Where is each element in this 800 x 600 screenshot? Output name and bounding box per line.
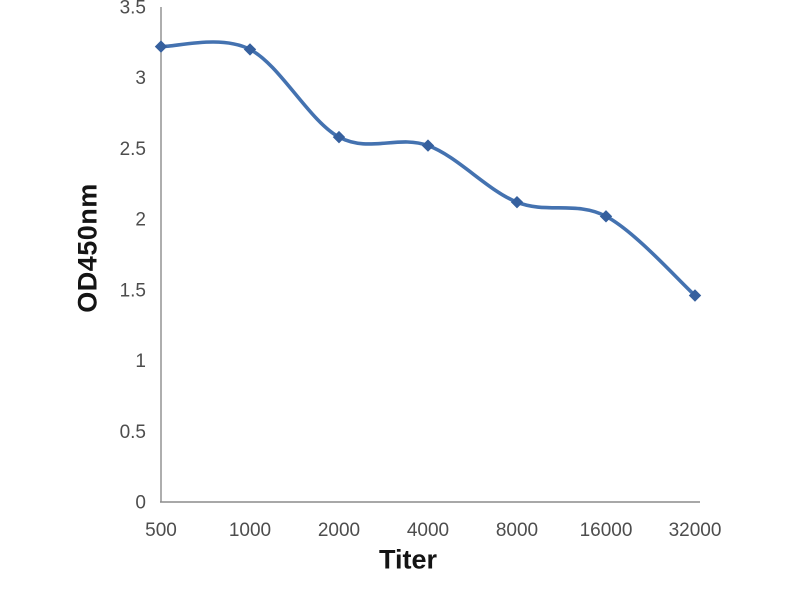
y-tick-label: 3 xyxy=(135,68,146,89)
x-tick-label: 8000 xyxy=(496,520,538,541)
x-axis-title: Titer xyxy=(378,544,438,575)
data-point-marker xyxy=(243,43,257,56)
x-tick-label: 1000 xyxy=(229,520,271,541)
x-tick-label: 32000 xyxy=(669,520,722,541)
series-line xyxy=(159,40,697,298)
y-tick-label: 1 xyxy=(135,351,146,372)
y-tick-label: 1.5 xyxy=(120,280,146,301)
y-axis-title: OD450nm xyxy=(72,183,103,313)
data-point-marker xyxy=(510,195,524,209)
y-tick-label: 3.5 xyxy=(120,0,146,19)
x-tick-label: 2000 xyxy=(318,520,360,541)
data-point-marker xyxy=(332,130,346,144)
y-tick-label: 0 xyxy=(135,493,146,514)
y-tick-label: 2 xyxy=(135,210,146,231)
data-point-marker xyxy=(688,289,702,302)
x-tick-label: 16000 xyxy=(580,520,633,541)
data-point-marker xyxy=(599,210,613,223)
x-tick-label: 500 xyxy=(145,520,177,541)
data-point-marker xyxy=(421,139,435,152)
y-tick-label: 2.5 xyxy=(120,139,146,160)
y-tick-label: 0.5 xyxy=(120,422,146,443)
x-tick-label: 4000 xyxy=(407,520,449,541)
data-point-marker xyxy=(154,40,168,53)
